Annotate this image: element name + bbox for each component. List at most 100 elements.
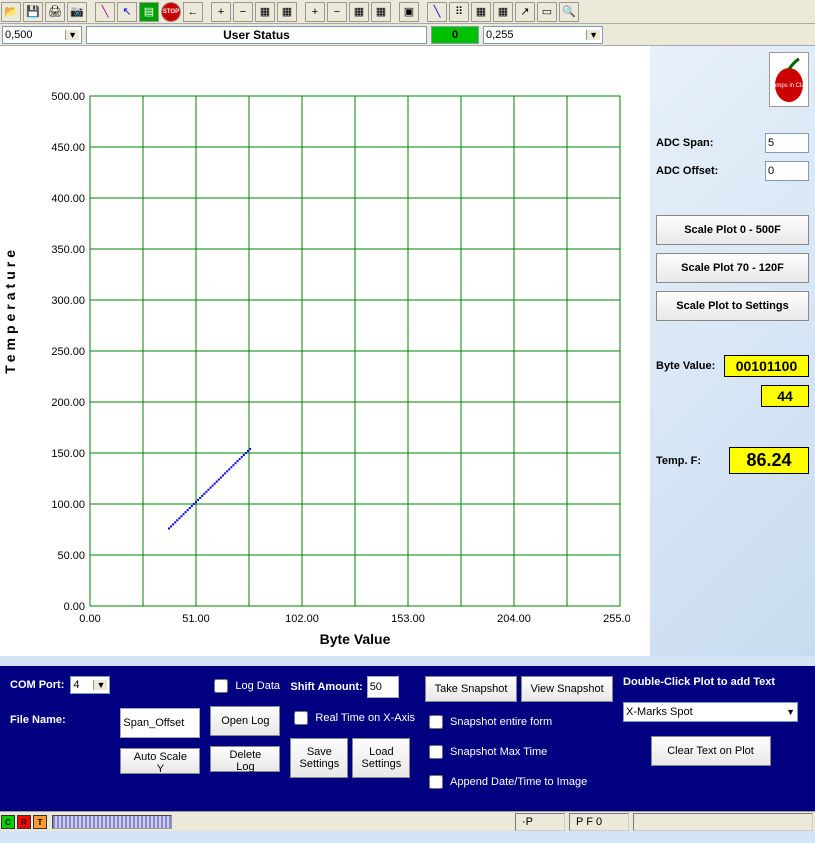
svg-text:400.00: 400.00: [51, 193, 85, 205]
minus2-icon[interactable]: −: [327, 2, 347, 22]
xmarks-combo[interactable]: X-Marks Spot ▼: [623, 702, 798, 722]
svg-text:350.00: 350.00: [51, 244, 85, 256]
minus-icon[interactable]: −: [233, 2, 253, 22]
stamps-logo: Stamps in Class: [769, 52, 809, 107]
scale-plot-settings-button[interactable]: Scale Plot to Settings: [656, 291, 809, 321]
temp-label: Temp. F:: [656, 455, 725, 467]
log-data-checkbox[interactable]: Log Data: [210, 676, 280, 696]
status-cell-empty: [633, 813, 813, 831]
select-icon[interactable]: ▣: [399, 2, 419, 22]
status-cell-pf: P F 0: [569, 813, 629, 831]
y-axis-label: Temperature: [2, 246, 18, 374]
svg-text:153.00: 153.00: [391, 613, 425, 625]
crosshair-icon[interactable]: ↗: [515, 2, 535, 22]
temp-value: 86.24: [729, 447, 809, 474]
svg-text:250.00: 250.00: [51, 346, 85, 358]
user-status-label: User Status: [86, 26, 427, 44]
svg-text:0.00: 0.00: [79, 613, 100, 625]
chart-svg: 0.0050.00100.00150.00200.00250.00300.003…: [30, 76, 630, 666]
chevron-down-icon: ▼: [586, 30, 600, 40]
open-log-button[interactable]: Open Log: [210, 706, 280, 736]
snapshot-max-checkbox[interactable]: Snapshot Max Time: [425, 742, 613, 762]
open-icon[interactable]: 📂: [1, 2, 21, 22]
grid1-icon[interactable]: ▦: [255, 2, 275, 22]
ymax-combo[interactable]: 0,500 ▼: [2, 26, 82, 44]
led-t: T: [33, 815, 47, 829]
cursor-icon[interactable]: ↖: [117, 2, 137, 22]
adc-offset-label: ADC Offset:: [656, 165, 761, 177]
right-panel: Stamps in Class ADC Span: ADC Offset: Sc…: [650, 46, 815, 656]
camera-icon[interactable]: 📷: [67, 2, 87, 22]
adc-span-label: ADC Span:: [656, 137, 761, 149]
shift-amount-input[interactable]: [367, 676, 399, 698]
xmarks-value: X-Marks Spot: [626, 706, 693, 718]
save-icon[interactable]: 💾: [23, 2, 43, 22]
plot-area[interactable]: Temperature 0.0050.00100.00150.00200.002…: [0, 46, 650, 656]
snapshot-form-checkbox[interactable]: Snapshot entire form: [425, 712, 613, 732]
svg-text:204.00: 204.00: [497, 613, 531, 625]
delete-log-button[interactable]: Delete Log: [210, 746, 280, 772]
xmax-combo-value: 0,255: [486, 29, 514, 41]
bottom-panel: COM Port: 4 ▼ File Name: Auto Scale Y Lo…: [0, 666, 815, 811]
com-port-label: COM Port:: [10, 679, 64, 691]
scale-plot-70-120-button[interactable]: Scale Plot 70 - 120F: [656, 253, 809, 283]
progress-slider[interactable]: [52, 815, 172, 829]
svg-text:200.00: 200.00: [51, 397, 85, 409]
clear-text-button[interactable]: Clear Text on Plot: [651, 736, 771, 766]
com-port-value: 4: [73, 679, 79, 691]
chevron-down-icon: ▼: [65, 30, 79, 40]
user-status-value: 0: [431, 26, 479, 44]
load-settings-button[interactable]: Load Settings: [352, 738, 410, 778]
grid6-icon[interactable]: ▦: [493, 2, 513, 22]
toolbar-row2: 0,500 ▼ User Status 0 0,255 ▼: [0, 24, 815, 46]
svg-text:Byte Value: Byte Value: [320, 631, 391, 647]
scatter-tool-icon[interactable]: ⠿: [449, 2, 469, 22]
line-tool-icon[interactable]: ╲: [427, 2, 447, 22]
grid5-icon[interactable]: ▦: [471, 2, 491, 22]
append-date-checkbox[interactable]: Append Date/Time to Image: [425, 772, 613, 792]
svg-text:Stamps in Class: Stamps in Class: [771, 83, 807, 89]
file-name-label: File Name:: [10, 714, 66, 726]
byte-binary-value: 00101100: [724, 355, 809, 377]
com-port-combo[interactable]: 4 ▼: [70, 676, 110, 694]
plus-icon[interactable]: +: [211, 2, 231, 22]
view-snapshot-button[interactable]: View Snapshot: [521, 676, 613, 702]
save-settings-button[interactable]: Save Settings: [290, 738, 348, 778]
auto-scale-y-button[interactable]: Auto Scale Y: [120, 748, 200, 774]
pencil-icon[interactable]: ╲: [95, 2, 115, 22]
svg-text:500.00: 500.00: [51, 91, 85, 103]
ymax-combo-value: 0,500: [5, 29, 33, 41]
xmax-combo[interactable]: 0,255 ▼: [483, 26, 603, 44]
adc-offset-input[interactable]: [765, 161, 809, 181]
file-name-input[interactable]: [120, 708, 200, 738]
status-bar: C R T ·P P F 0: [0, 811, 815, 831]
svg-text:300.00: 300.00: [51, 295, 85, 307]
zoom-icon[interactable]: 🔍: [559, 2, 579, 22]
svg-text:0.00: 0.00: [64, 601, 85, 613]
rect-select-icon[interactable]: ▭: [537, 2, 557, 22]
chart-green-icon[interactable]: ▤: [139, 2, 159, 22]
real-time-checkbox[interactable]: Real Time on X-Axis: [290, 708, 415, 728]
svg-text:450.00: 450.00: [51, 142, 85, 154]
dbl-click-label: Double-Click Plot to add Text: [623, 676, 798, 688]
chevron-down-icon: ▼: [786, 707, 795, 717]
byte-decimal-value: 44: [761, 385, 809, 407]
stop-icon[interactable]: STOP: [161, 2, 181, 22]
shift-amount-label: Shift Amount:: [290, 681, 362, 693]
grid2-icon[interactable]: ▦: [277, 2, 297, 22]
grid4-icon[interactable]: ▦: [371, 2, 391, 22]
main-area: Temperature 0.0050.00100.00150.00200.002…: [0, 46, 815, 656]
scale-plot-0-500-button[interactable]: Scale Plot 0 - 500F: [656, 215, 809, 245]
led-r: R: [17, 815, 31, 829]
chevron-down-icon: ▼: [93, 680, 107, 690]
app-window: 📂 💾 🖨 📷 ╲ ↖ ▤ STOP ← + − ▦ ▦ + − ▦ ▦ ▣ ╲…: [0, 0, 815, 831]
take-snapshot-button[interactable]: Take Snapshot: [425, 676, 517, 702]
print-icon[interactable]: 🖨: [45, 2, 65, 22]
svg-text:255.00: 255.00: [603, 613, 630, 625]
back-icon[interactable]: ←: [183, 2, 203, 22]
grid3-icon[interactable]: ▦: [349, 2, 369, 22]
led-c: C: [1, 815, 15, 829]
chart-container: 0.0050.00100.00150.00200.00250.00300.003…: [30, 76, 630, 631]
adc-span-input[interactable]: [765, 133, 809, 153]
plus2-icon[interactable]: +: [305, 2, 325, 22]
